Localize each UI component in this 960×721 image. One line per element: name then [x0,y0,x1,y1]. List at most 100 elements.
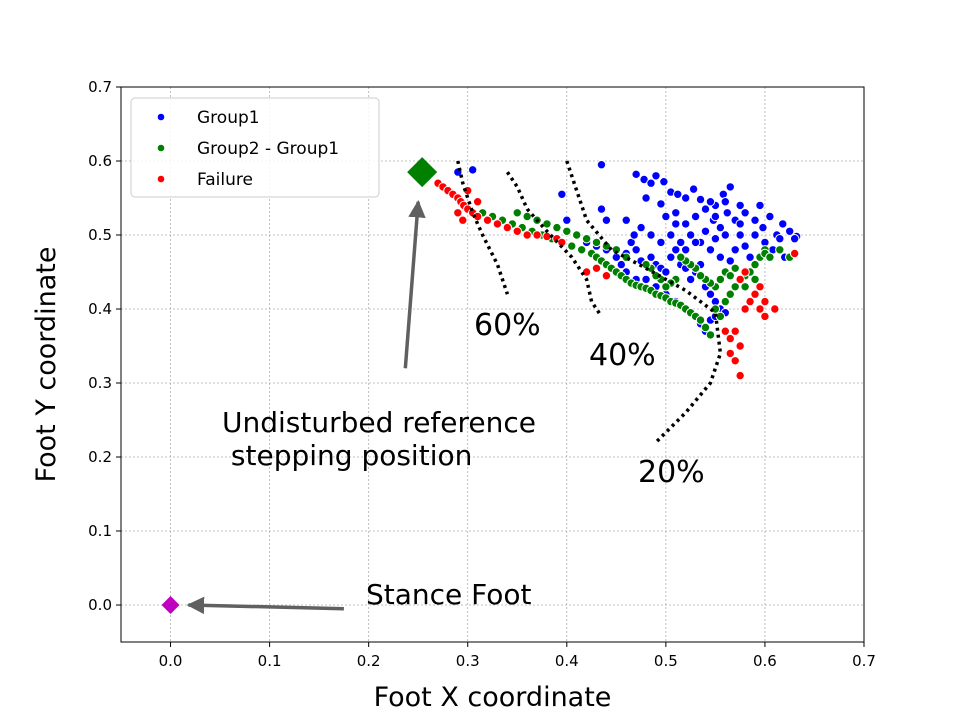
data-point [750,259,760,270]
data-point [591,263,602,273]
data-point [601,271,612,281]
data-point [646,230,656,240]
data-point [641,259,651,270]
x-tick-label: 0.5 [654,652,678,670]
data-point [735,370,745,381]
data-point [651,171,661,181]
data-point [715,252,726,262]
data-point [735,200,745,211]
annotation-text: Stance Foot [366,578,532,611]
data-point [690,211,701,222]
data-point [666,252,676,262]
data-point [680,193,691,203]
data-point [720,296,731,307]
data-point [641,274,651,285]
data-point [770,304,780,314]
data-point [596,204,607,214]
data-point [695,194,706,205]
data-point [666,230,676,240]
data-point [730,263,740,273]
data-point [631,169,641,180]
data-point [591,237,602,248]
data-point [629,230,639,240]
data-point [472,197,483,207]
data-point [730,356,740,366]
annotation-line: Undisturbed reference [222,406,536,439]
x-tick-label: 0.6 [753,652,777,670]
data-point [512,226,522,237]
data-point [695,315,706,325]
x-tick-label: 0.4 [555,652,579,670]
data-point [567,241,577,251]
data-point [690,237,701,248]
data-point [765,252,775,262]
x-tick-label: 0.3 [456,652,480,670]
stance-diamond-marker [161,596,180,614]
legend-label: Group2 - Group1 [197,139,339,159]
data-point [715,274,726,285]
data-point [502,222,513,233]
data-point [581,234,592,244]
data-point [572,230,582,240]
data-point [730,282,740,292]
annotations: Undisturbed reference stepping position S… [222,308,705,611]
data-point [676,237,686,248]
annotation-line: stepping position [222,439,472,472]
data-point [730,245,740,255]
legend-label: Failure [197,170,253,190]
data-point [562,215,572,225]
data-point [705,197,716,207]
y-tick-label: 0.4 [88,300,112,318]
reference-diamond-marker [407,157,438,188]
y-tick-label: 0.7 [88,78,112,96]
y-tick-label: 0.0 [88,596,112,614]
data-point [700,322,711,333]
data-point [685,230,696,240]
data-point [735,274,745,285]
data-point [725,289,735,299]
annotation-text: Undisturbed reference stepping position [222,406,536,472]
data-point [705,245,716,255]
x-tick-label: 0.2 [357,652,381,670]
data-point [671,219,681,229]
data-point [685,274,696,285]
data-point [725,333,735,344]
data-point [755,304,765,314]
data-point [688,184,699,194]
data-point [789,234,800,244]
data-point [671,208,681,218]
data-point [673,189,683,200]
data-points [433,160,802,381]
annotation-line: 60% [474,308,541,343]
x-axis-ticks: 0.0 0.1 0.2 0.3 0.4 0.5 0.6 0.7 [159,642,876,670]
data-point [453,208,463,218]
data-point [576,245,587,255]
data-point [750,289,760,299]
data-point [725,256,735,266]
data-point [785,226,795,237]
data-point [775,234,785,244]
data-point [661,267,671,277]
data-point [467,165,478,175]
data-point [789,248,800,259]
data-point [725,182,735,192]
x-tick-label: 0.7 [852,652,876,670]
data-point [522,211,532,222]
data-point [562,226,572,237]
legend: Group1 Group2 - Group1 Failure [130,97,380,198]
data-point [646,252,656,262]
data-point [720,326,731,336]
percentage-contours [456,160,723,444]
data-point [542,219,552,229]
data-point [552,222,562,233]
data-point [778,219,788,229]
data-point [680,219,691,229]
data-point [725,271,735,281]
annotation-arrow [186,596,344,615]
data-point [656,199,666,209]
legend-swatch [156,174,166,184]
data-point [730,326,740,336]
data-point [492,219,503,229]
y-tick-label: 0.3 [88,374,112,392]
